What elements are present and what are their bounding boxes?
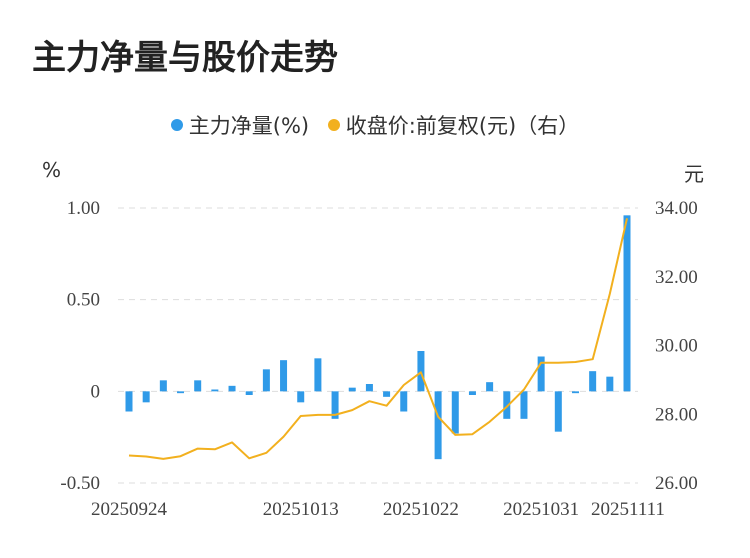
- net-flow-bar: [211, 389, 219, 392]
- net-flow-bar: [486, 382, 494, 392]
- net-flow-bar: [297, 391, 305, 403]
- right-tick-label: 32.00: [655, 267, 698, 288]
- legend-item-net-flow[interactable]: 主力净量(%): [170, 110, 310, 140]
- right-axis-unit: 元: [684, 162, 704, 186]
- net-flow-bar: [400, 391, 408, 412]
- right-tick-label: 34.00: [655, 198, 698, 219]
- net-flow-bar: [280, 360, 288, 392]
- right-tick-label: 26.00: [655, 473, 698, 494]
- net-flow-bar: [571, 391, 579, 394]
- net-flow-bar: [589, 371, 597, 392]
- net-flow-bar: [503, 391, 511, 419]
- legend-label-close-price: 收盘价:前复权(元)（右）: [345, 114, 580, 138]
- left-tick-label: -0.50: [60, 473, 100, 494]
- legend-marker-close-price: [327, 119, 340, 131]
- x-tick-label: 20250924: [91, 499, 168, 520]
- net-flow-bar: [314, 358, 322, 392]
- net-flow-bar: [417, 351, 425, 392]
- left-tick-label: 0.50: [67, 290, 100, 311]
- left-tick-label: 1.00: [67, 198, 100, 219]
- x-tick-label: 20251022: [383, 499, 459, 520]
- net-flow-bar: [194, 380, 202, 392]
- legend-marker-net-flow: [170, 119, 183, 131]
- right-tick-label: 28.00: [655, 404, 698, 425]
- net-flow-bar: [159, 380, 167, 392]
- chart-title: 主力净量与股价走势: [32, 38, 338, 78]
- net-flow-bar: [434, 391, 442, 460]
- net-flow-bar: [228, 385, 236, 392]
- net-flow-bar: [331, 391, 339, 419]
- net-flow-bar: [451, 391, 459, 434]
- net-flow-bar: [365, 384, 373, 392]
- net-flow-bar: [383, 391, 391, 397]
- left-axis-unit: %: [42, 158, 62, 182]
- legend-item-close-price[interactable]: 收盘价:前复权(元)（右）: [327, 110, 580, 140]
- net-flow-bar: [125, 391, 133, 412]
- x-tick-label: 20251013: [263, 499, 339, 520]
- right-tick-label: 30.00: [655, 336, 698, 357]
- net-flow-bar: [623, 215, 631, 392]
- net-flow-bar: [142, 391, 150, 403]
- net-flow-bar: [554, 391, 562, 432]
- legend: 主力净量(%) 收盘价:前复权(元)（右）: [0, 110, 750, 140]
- net-flow-bar: [177, 391, 185, 394]
- close-price-line: [128, 218, 628, 460]
- net-flow-bar: [537, 356, 545, 392]
- net-flow-bar: [245, 391, 253, 395]
- net-flow-bar: [348, 387, 356, 392]
- x-tick-label: 20251111: [591, 499, 665, 520]
- net-flow-bar: [468, 391, 476, 395]
- net-flow-bar: [262, 369, 270, 392]
- net-flow-bar: [520, 391, 528, 419]
- legend-label-net-flow: 主力净量(%): [188, 114, 310, 138]
- net-flow-bar: [606, 376, 614, 392]
- left-tick-label: 0: [91, 381, 101, 402]
- x-tick-label: 20251031: [503, 499, 579, 520]
